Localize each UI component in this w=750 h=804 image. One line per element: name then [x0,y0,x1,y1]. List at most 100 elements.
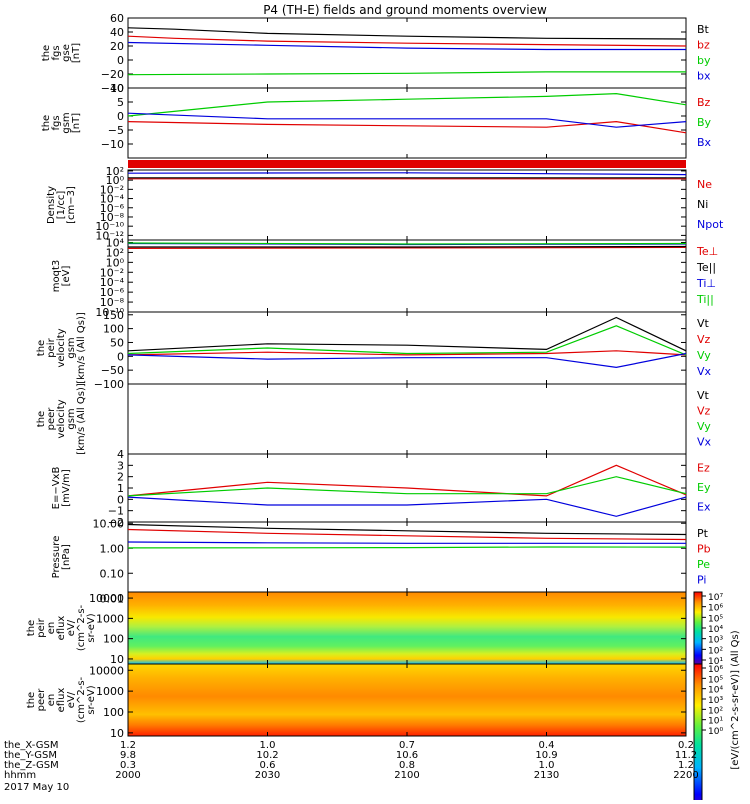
y-axis-label-line: eV/ [66,691,77,708]
y-axis-label-line: en [46,694,57,707]
x-axis-value: 2130 [534,770,559,781]
series-peir-velocity-Vx [127,352,687,369]
y-tick-label: 10⁰ [106,174,125,187]
series-peir-velocity-Vt [127,316,687,352]
series-temperature-Te⊥ [127,246,687,249]
colorbar-upper [693,591,703,665]
legend-bz: bz [697,38,710,51]
y-tick-label: 10 [110,727,124,740]
y-axis-label-line: (cm^2-s- [76,604,87,651]
plot-date: 2017 May 10 [4,782,69,793]
y-axis-label-line: eflux [56,688,67,713]
panel-density: 10²10⁰10⁻²10⁻⁴10⁻⁶10⁻⁸10⁻¹⁰10⁻¹²Density[… [46,165,724,242]
y-tick-label: 10⁻⁸ [100,296,125,309]
legend-bx: bx [697,70,711,83]
series-efield-Ez [127,464,687,497]
legend-Vx: Vx [697,365,712,378]
y-axis-label-line: Pressure [51,536,62,579]
colorbar-lower [693,663,703,804]
y-tick-label: 10² [106,246,124,259]
legend-Ni: Ni [697,198,708,211]
panel-peer-velocity: the peer velocity gsm [km/s (All Qs)] Vt Vz Vy V… [36,383,712,455]
series-peir-velocity-Vy [127,325,687,356]
y-axis-label-line: gsm [61,112,72,133]
y-tick-label: 0 [117,54,124,67]
legend-Ne: Ne [697,178,712,191]
x-axis-value: 11.2 [675,750,697,761]
y-tick-label: 10000 [89,592,124,605]
y-tick-label: 150 [103,309,124,322]
x-axis-value: 2200 [673,770,698,781]
y-tick-label: 10.00 [93,517,125,530]
legend-Ti⊥: Ti⊥ [696,277,716,290]
series-temperature-Te|| [128,245,687,248]
y-axis-label-line: [nT] [71,43,82,63]
legend-By: By [697,116,712,129]
legend-Bt: Bt [697,23,710,36]
y-axis-label-line: the [26,692,37,708]
y-axis-label-line: velocity [56,328,67,367]
colorbar-label: [eV/(cm^2-s-sr-eV)] (All Qs) [730,630,741,769]
colorbar-lower-tick-label: 10⁴ [708,686,723,696]
y-axis-label-line: peir [46,337,57,357]
y-tick-label: 10 [110,82,124,95]
series-density-Npot [127,172,687,176]
panel-pressure: 10.00 1.00 0.10 0.01 Pressure [nPa] Pt Pb Pe Pi [51,517,711,605]
y-tick-label: 10² [106,165,124,178]
panel-frame [127,17,687,89]
colorbar-upper-tick-label: 10⁴ [708,625,723,635]
y-tick-label: −2 [108,516,124,529]
y-tick-label: 100 [103,633,124,646]
y-axis-label-line: the [26,620,37,636]
y-tick-label: 10⁻¹⁰ [95,220,124,233]
y-tick-label: 10⁻⁶ [100,202,125,215]
panel-peer-spec: 10000 1000 100 10 the peer en eflux eV/(cm^2-s-s… [26,663,687,740]
colorbar-lower-tick-label: 10¹ [708,717,723,727]
y-tick-label: 20 [110,40,124,53]
legend-Npot: Npot [697,218,724,231]
y-tick-label: 1000 [96,685,124,698]
y-axis-label-line: [mV/m] [61,469,72,507]
colorbar-lower-tick-label: 10² [708,706,723,716]
y-axis-label-line: sr-eV) [86,613,97,642]
panel-frame [127,311,687,385]
series-pressure-Pt [127,523,687,536]
y-tick-label: 10⁻² [100,266,124,279]
y-axis-label-line: [cm−3] [66,186,77,224]
x-axis-labels: the_X-GSM 1.2 1.0 0.7 0.4 0.2 the_Y-GSM 9.8 10.2… [4,740,699,793]
y-axis-label-line: [km/s (All Qs)] [76,383,87,455]
y-axis-label-line: [1/cc] [56,191,67,220]
y-tick-label: 10⁻² [100,183,124,196]
y-tick-label: 10⁻⁶ [100,286,125,299]
series-fgs-gse-Bt [127,27,687,40]
x-axis-value: 1.0 [539,760,555,771]
series-fgs-gse-bz [127,35,687,47]
x-axis-value: 1.0 [260,740,276,751]
y-tick-label: 40 [110,26,124,39]
y-axis-label-line: [nT] [71,113,82,133]
colorbar-upper-tick-label: 10⁵ [708,614,723,624]
y-axis-label-line: eflux [56,616,67,641]
y-tick-label: 60 [110,12,124,25]
y-tick-label: 10⁻⁴ [100,276,125,289]
y-tick-label: 1.00 [100,542,125,555]
y-tick-label: 10000 [89,664,124,677]
series-pressure-Pe [127,546,687,549]
series-temperature-Ti|| [127,242,687,245]
y-tick-label: 50 [110,336,124,349]
x-axis-value: 1.2 [120,740,136,751]
y-tick-label: 100 [103,323,124,336]
y-axis-label-line: gsm [66,408,77,429]
y-axis-label-line: [eV] [61,266,72,287]
y-axis-label-line: moqt3 [51,260,62,293]
colorbar-upper-tick-label: 10⁶ [708,604,723,614]
legend-Te⊥: Te⊥ [696,245,718,258]
panel-peir-spec: 10000 1000 100 10 the peir en eflux eV/(cm^2-s-s… [26,591,687,666]
y-axis-label-line: gse [61,44,72,62]
x-axis-value: 0.2 [678,740,694,751]
